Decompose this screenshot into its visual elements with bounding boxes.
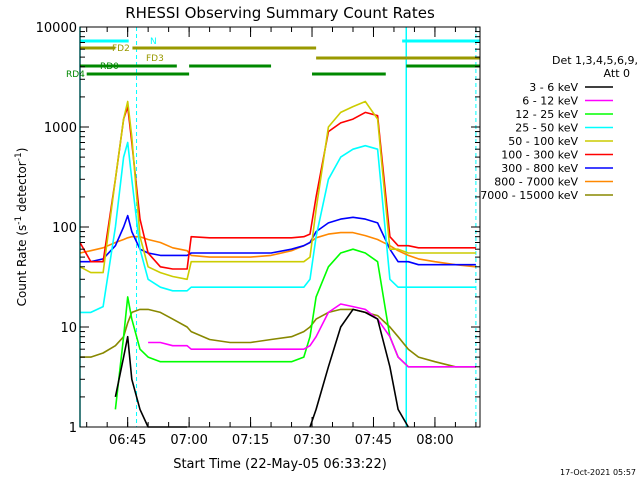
flag-label-rd4: RD4 (66, 70, 85, 80)
flag-label-fd2: FD2 (112, 44, 130, 54)
y-tick-label: 10 (60, 321, 77, 336)
legend-title-line2: Att 0 (604, 67, 630, 80)
series-line (114, 248, 476, 410)
x-tick-label: 08:00 (416, 433, 453, 448)
x-tick-label: 07:45 (355, 433, 392, 448)
y-tick-label: 1000 (44, 121, 77, 136)
flag-label-rd0: RD0 (100, 62, 119, 72)
x-tick-label: 07:15 (232, 433, 269, 448)
series-line (80, 214, 476, 266)
y-tick-label: 1 (69, 421, 77, 436)
legend-label: 6 - 12 keV (522, 95, 578, 108)
legend-label: 800 - 7000 keV (494, 176, 578, 189)
series-line (114, 308, 409, 428)
y-tick-label: 10000 (36, 21, 77, 36)
legend-label: 50 - 100 keV (508, 135, 578, 148)
flag-label-n: N (150, 37, 157, 47)
series-line (80, 141, 476, 314)
legend-title-line1: Det 1,3,4,5,6,9, (552, 54, 638, 67)
legend-label: 12 - 25 keV (515, 108, 578, 121)
x-tick-label: 06:45 (109, 433, 146, 448)
timestamp: 17-Oct-2021 05:57 (560, 468, 636, 477)
x-axis-label: Start Time (22-May-05 06:33:22) (173, 457, 387, 472)
legend-label: 7000 - 15000 keV (480, 189, 578, 202)
legend-label: 300 - 800 keV (501, 162, 578, 175)
plot-area: N FD2 FD3 RD0 RD4 (66, 27, 480, 428)
series-line (79, 100, 476, 281)
legend-label: 25 - 50 keV (515, 122, 578, 135)
flag-label-fd3: FD3 (146, 54, 164, 64)
y-tick-label: 100 (52, 221, 77, 236)
x-tick-label: 07:00 (170, 433, 207, 448)
legend-label: 3 - 6 keV (529, 81, 578, 94)
chart-title: RHESSI Observing Summary Count Rates (125, 4, 435, 22)
y-axis-label: Count Rate (s-1 detector-1) (14, 148, 29, 307)
series-line (148, 303, 476, 368)
series-line (80, 308, 476, 368)
legend-label: 100 - 300 keV (501, 149, 578, 162)
x-tick-label: 07:30 (293, 433, 330, 448)
